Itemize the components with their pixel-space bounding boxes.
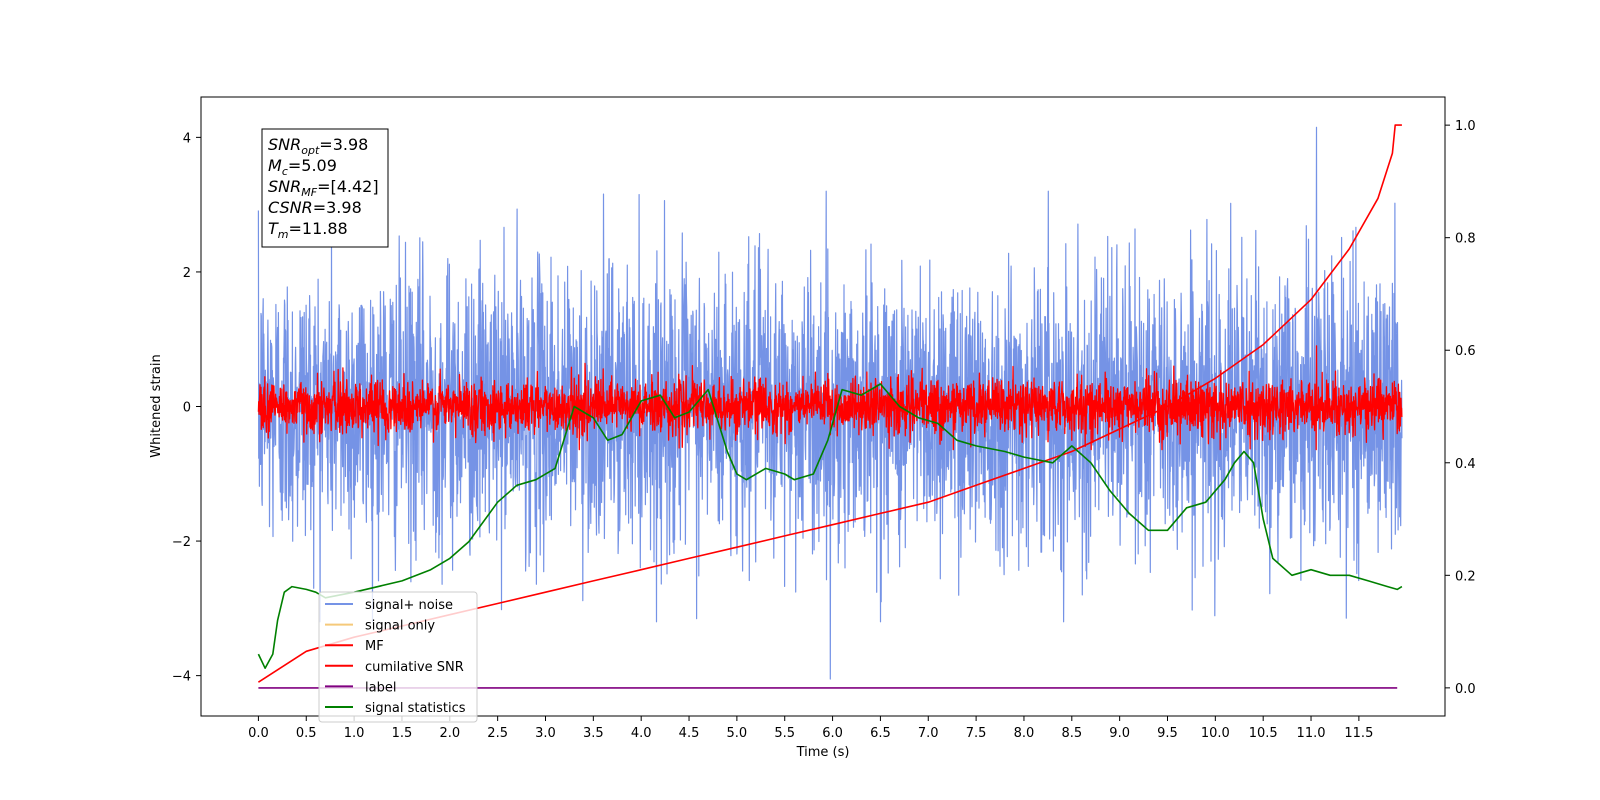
- x-tick-label: 4.5: [679, 726, 700, 741]
- x-tick-label: 9.5: [1157, 726, 1178, 741]
- x-tick-label: 7.0: [918, 726, 939, 741]
- info-box-line: Mc=5.09: [268, 156, 337, 178]
- x-axis: 0.0 0.5 1.0 1.5 2.0 2.5 3.0 3.5 4.0 4.5 5.0 5.5 6.0 6…: [248, 716, 1373, 741]
- y-tick-label: 2: [183, 266, 191, 281]
- x-tick-label: 0.0: [248, 726, 269, 741]
- y2-tick-label: 0.6: [1455, 344, 1476, 359]
- info-box-line: SNRopt=3.98: [268, 135, 368, 157]
- x-tick-label: 3.5: [583, 726, 604, 741]
- y2-tick-label: 1.0: [1455, 119, 1476, 134]
- series-signal-statistics: [257, 383, 1403, 669]
- x-tick-label: 11.5: [1344, 726, 1373, 741]
- y-axis: 4 2 0 −2 −4: [172, 131, 201, 685]
- info-box-line: Tm=11.88: [268, 219, 348, 241]
- x-tick-label: 10.5: [1249, 726, 1278, 741]
- legend-frame: [318, 591, 478, 723]
- x-tick-label: 2.5: [487, 726, 508, 741]
- legend-label: signal only: [365, 619, 435, 634]
- x-tick-label: 8.0: [1014, 726, 1035, 741]
- info-box-frame: [261, 128, 389, 248]
- y2-tick-label: 0.0: [1455, 682, 1476, 697]
- x-tick-label: 7.5: [966, 726, 987, 741]
- x-tick-label: 1.0: [344, 726, 365, 741]
- y-axis-label: Whitened strain: [149, 354, 164, 457]
- y-tick-label: −4: [172, 670, 191, 685]
- x-tick-label: 5.5: [774, 726, 795, 741]
- x-tick-label: 6.0: [822, 726, 843, 741]
- x-tick-label: 1.5: [392, 726, 413, 741]
- x-tick-label: 6.5: [870, 726, 891, 741]
- y-tick-label: 4: [183, 131, 191, 146]
- legend-label: signal+ noise: [365, 598, 453, 613]
- legend-label: label: [365, 680, 396, 695]
- x-tick-label: 5.0: [727, 726, 748, 741]
- x-tick-label: 2.0: [439, 726, 460, 741]
- series-mf: [257, 345, 1403, 451]
- x-tick-label: 10.0: [1201, 726, 1230, 741]
- y-tick-label: −2: [172, 535, 191, 550]
- x-tick-label: 8.5: [1061, 726, 1082, 741]
- info-box-line: CSNR=3.98: [268, 198, 362, 217]
- y2-tick-label: 0.8: [1455, 232, 1476, 247]
- x-axis-label: Time (s): [796, 745, 850, 760]
- x-tick-label: 3.0: [535, 726, 556, 741]
- y2-axis: 1.0 0.8 0.6 0.4 0.2 0.0: [1445, 119, 1476, 697]
- x-tick-label: 0.5: [296, 726, 317, 741]
- x-tick-label: 11.0: [1297, 726, 1326, 741]
- y2-tick-label: 0.4: [1455, 457, 1476, 472]
- x-tick-label: 4.0: [631, 726, 652, 741]
- info-box-line: SNRMF=[4.42]: [268, 177, 379, 199]
- legend-label: MF: [365, 639, 384, 654]
- legend-label: signal statistics: [365, 701, 466, 716]
- legend: signal+ noise signal only MF cumilative SNR…: [318, 591, 478, 723]
- legend-label: cumilative SNR: [365, 660, 464, 675]
- y2-tick-label: 0.2: [1455, 569, 1476, 584]
- y-tick-label: 0: [183, 401, 191, 416]
- x-tick-label: 9.0: [1109, 726, 1130, 741]
